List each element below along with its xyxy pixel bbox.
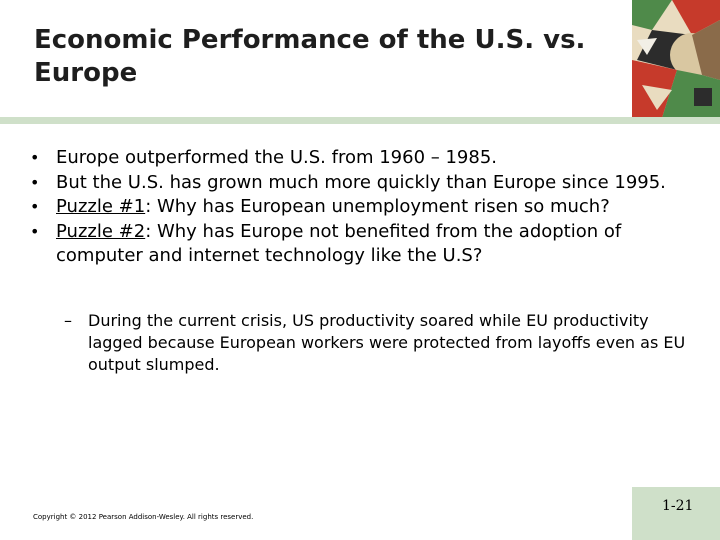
slide-title: Economic Performance of the U.S. vs. Eur…: [34, 24, 624, 90]
bullet-item: But the U.S. has grown much more quickly…: [28, 171, 698, 196]
title-line-1: Economic Performance of the U.S. vs.: [34, 25, 586, 55]
bullet-text: But the U.S. has grown much more quickly…: [56, 171, 666, 193]
bullet-item: Europe outperformed the U.S. from 1960 –…: [28, 146, 698, 171]
slide-number: 1-21: [662, 498, 694, 514]
puzzle-2-label: Puzzle #2: [56, 220, 146, 242]
bullet-text: : Why has European unemployment risen so…: [145, 196, 610, 217]
sub-bullet-text: During the current crisis, US productivi…: [88, 311, 686, 374]
bullet-text: : Why has Europe not benefited from the …: [56, 220, 622, 267]
bullet-item: Puzzle #2: Why has Europe not benefited …: [28, 220, 698, 269]
title-line-2: Europe: [34, 58, 138, 88]
decorative-abstract-artwork: [632, 0, 720, 118]
slide-header: Economic Performance of the U.S. vs. Eur…: [0, 0, 720, 118]
sub-bullet-item: During the current crisis, US productivi…: [62, 310, 692, 376]
slide-body: Europe outperformed the U.S. from 1960 –…: [28, 146, 698, 374]
header-divider: [0, 117, 720, 124]
sub-bullet-list: During the current crisis, US productivi…: [62, 310, 692, 376]
slide-number-box: [632, 487, 720, 540]
copyright-notice: Copyright © 2012 Pearson Addison-Wesley.…: [33, 513, 254, 521]
puzzle-1-label: Puzzle #1: [56, 196, 146, 217]
bullet-item: Puzzle #1: Why has European unemployment…: [28, 195, 698, 220]
bullet-list: Europe outperformed the U.S. from 1960 –…: [28, 146, 698, 269]
bullet-text: Europe outperformed the U.S. from 1960 –…: [56, 147, 498, 168]
